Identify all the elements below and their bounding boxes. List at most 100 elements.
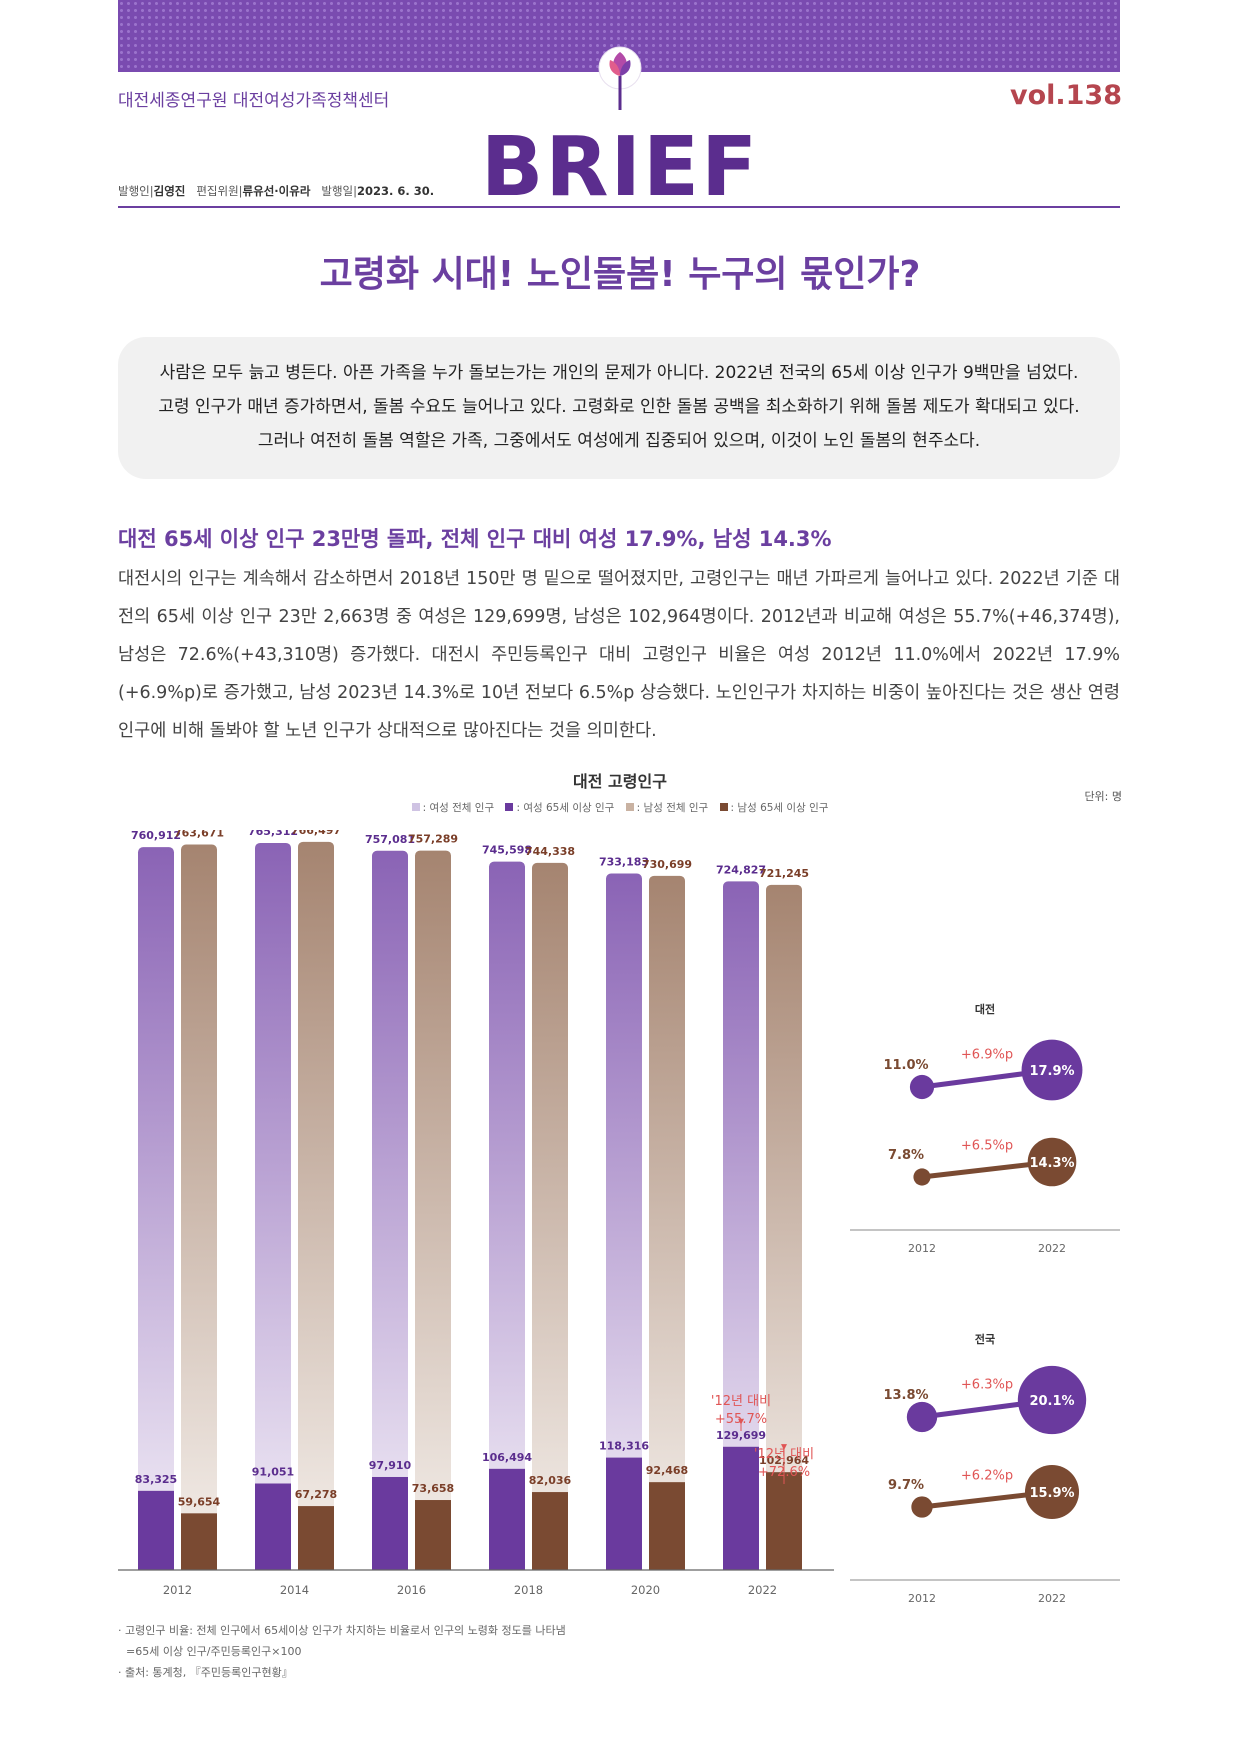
bar-female-65plus: [489, 1468, 525, 1570]
bar-male-65plus: [766, 1472, 802, 1570]
annotation-text: '12년 대비: [711, 1394, 771, 1409]
page-title: 고령화 시대! 노인돌봄! 누구의 몫인가?: [319, 254, 921, 295]
bar-male-total: [298, 841, 334, 1570]
bar-female-65plus: [255, 1483, 291, 1570]
data-label-female-65plus: 118,316: [599, 1440, 649, 1453]
bar-male-65plus: [649, 1482, 685, 1570]
summary-line: 고령 인구가 매년 증가하면서, 돌봄 수요도 늘어나고 있다. 고령화로 인한…: [158, 397, 1080, 417]
bar-male-65plus: [181, 1513, 217, 1570]
bar-male-total: [532, 862, 568, 1570]
x-tick-label: 2014: [280, 1583, 309, 1597]
publisher-label: 발행인: [118, 184, 150, 198]
ratio-point-end: [1017, 1365, 1087, 1435]
ratio-point-start: [909, 1074, 935, 1100]
body-text: 대전시의 인구는 계속해서 감소하면서 2018년 150만 명 밑으로 떨어졌…: [118, 569, 1120, 741]
data-label-female-total: 724,827: [716, 863, 766, 876]
x-tick-label: 2022: [748, 1583, 777, 1597]
ratio-point-end: [1024, 1464, 1080, 1520]
publication-date: 2023. 6. 30.: [357, 184, 435, 198]
legend-item: : 여성 65세 이상 인구: [505, 800, 614, 815]
legend-swatch-male-65: [719, 803, 728, 811]
ratio-label-start: 11.0%: [883, 1058, 928, 1073]
data-label-female-65plus: 129,699: [716, 1429, 766, 1442]
x-tick-label: 2020: [631, 1583, 660, 1597]
ratio-chart-title: 전국: [975, 1332, 995, 1346]
note-line: =65세 이상 인구/주민등록인구×100: [126, 1645, 302, 1658]
data-label-female-total: 760,912: [131, 830, 181, 842]
editors-names: 류유선·이유라: [242, 184, 311, 198]
daejeon-ratio-chart: 대전 2012 2022 11.0% 17.9% +6.9%p 7.8% 14.3% +6.5%…: [850, 1002, 1120, 1255]
annotation-arrowhead: [738, 1418, 744, 1425]
bar-female-65plus: [606, 1457, 642, 1570]
ratio-label-end: 20.1%: [1029, 1394, 1074, 1409]
bar-male-65plus: [532, 1492, 568, 1570]
header-pattern-band: [118, 0, 1120, 72]
bar-male-total: [649, 875, 685, 1570]
data-label-female-total: 765,312: [248, 830, 298, 838]
ratio-label-end: 17.9%: [1029, 1064, 1074, 1079]
data-label-male-total: 744,338: [525, 845, 575, 858]
chart-notes: · 고령인구 비율: 전체 인구에서 65세이상 인구가 차지하는 비율로서 인…: [118, 1620, 566, 1683]
bar-female-total: [606, 873, 642, 1570]
bar-female-65plus: [372, 1476, 408, 1570]
annotation-arrowhead: [781, 1444, 787, 1451]
bar-female-total: [489, 861, 525, 1570]
data-label-female-total: 757,081: [365, 833, 415, 846]
note-line: · 출처: 통계청, 『주민등록인구현황』: [118, 1666, 293, 1679]
note-line: · 고령인구 비율: 전체 인구에서 65세이상 인구가 차지하는 비율로서 인…: [118, 1624, 566, 1637]
data-label-male-total: 766,497: [291, 830, 341, 837]
data-label-female-65plus: 91,051: [252, 1466, 294, 1479]
ratio-change-label: +6.9%p: [961, 1048, 1013, 1063]
ratio-label-end: 15.9%: [1029, 1486, 1074, 1501]
chart-legend: : 여성 전체 인구 : 여성 65세 이상 인구 : 남성 전체 인구 : 남…: [0, 800, 1240, 815]
chart-unit: 단위: 명: [1084, 790, 1122, 803]
data-label-male-total: 730,699: [642, 858, 692, 871]
header-divider: [118, 206, 1120, 208]
bar-female-65plus: [723, 1446, 759, 1570]
data-label-female-65plus: 106,494: [482, 1451, 532, 1464]
data-label-male-total: 757,289: [408, 833, 458, 846]
data-label-female-total: 733,183: [599, 855, 649, 868]
ratio-x-tick-label: 2012: [908, 1242, 936, 1255]
ratio-point-end: [1021, 1039, 1083, 1101]
bar-male-65plus: [415, 1500, 451, 1570]
ratio-x-tick-label: 2022: [1038, 1592, 1066, 1605]
national-ratio-chart: 전국 2012 2022 13.8% 20.1% +6.3%p 9.7% 15.9% +6.2%…: [850, 1332, 1120, 1605]
bar-female-total: [255, 842, 291, 1570]
data-label-male-65plus: 73,658: [412, 1482, 454, 1495]
ratio-x-tick-label: 2022: [1038, 1242, 1066, 1255]
ratio-change-label: +6.3%p: [961, 1378, 1013, 1393]
ratio-label-end: 14.3%: [1029, 1156, 1074, 1171]
ratio-point-end: [1027, 1137, 1077, 1187]
bar-male-total: [181, 844, 217, 1570]
x-tick-label: 2018: [514, 1583, 543, 1597]
summary-line: 사람은 모두 늙고 병든다. 아픈 가족을 누가 돌보는가는 개인의 문제가 아…: [159, 363, 1079, 383]
data-label-male-65plus: 82,036: [529, 1474, 572, 1487]
data-label-female-total: 745,598: [482, 844, 532, 857]
ratio-point-start: [906, 1401, 938, 1433]
ratio-change-label: +6.5%p: [961, 1139, 1013, 1154]
ratio-label-start: 7.8%: [888, 1148, 924, 1163]
x-tick-label: 2016: [397, 1583, 426, 1597]
section-subheading: 대전 65세 이상 인구 23만명 돌파, 전체 인구 대비 여성 17.9%,…: [118, 527, 832, 551]
ratio-label-start: 9.7%: [888, 1478, 924, 1493]
ratio-point-start: [911, 1496, 933, 1518]
editors-label: 편집위원: [196, 184, 239, 198]
legend-item: : 남성 전체 인구: [625, 800, 708, 815]
bar-female-total: [138, 847, 174, 1570]
bar-female-65plus: [138, 1490, 174, 1570]
legend-item: : 남성 65세 이상 인구: [719, 800, 828, 815]
brief-wordmark: BRIEF: [480, 120, 760, 215]
ratio-x-tick-label: 2012: [908, 1592, 936, 1605]
summary-box: 사람은 모두 늙고 병든다. 아픈 가족을 누가 돌보는가는 개인의 문제가 아…: [118, 337, 1120, 479]
ratio-change-label: +6.2%p: [961, 1469, 1013, 1484]
legend-swatch-female-total: [411, 803, 420, 811]
data-label-female-65plus: 83,325: [135, 1473, 177, 1486]
bar-male-total: [415, 850, 451, 1570]
x-tick-label: 2012: [163, 1583, 192, 1597]
data-label-male-65plus: 67,278: [295, 1488, 337, 1501]
bar-female-total: [723, 881, 759, 1570]
legend-swatch-male-total: [625, 803, 634, 811]
organization-name: 대전세종연구원 대전여성가족정책센터: [118, 91, 390, 111]
